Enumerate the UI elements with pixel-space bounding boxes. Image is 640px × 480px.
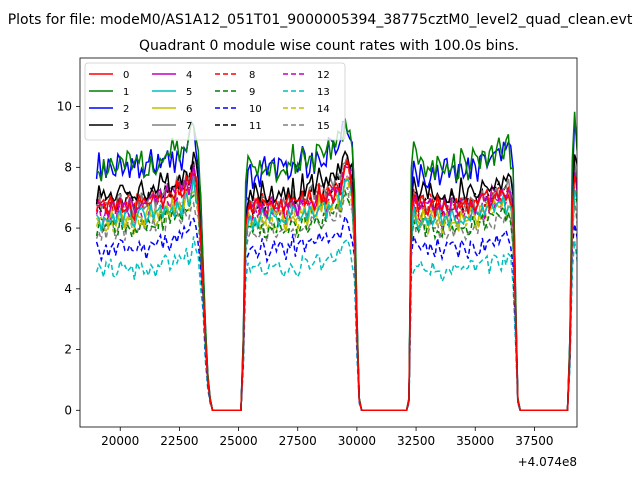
x-tick-label: 27500: [279, 434, 317, 448]
x-tick-label: 25000: [219, 434, 257, 448]
legend-label-0: 0: [123, 70, 129, 81]
chart-title: Quadrant 0 module wise count rates with …: [139, 38, 519, 54]
series-line-14: [95, 176, 577, 412]
x-axis: 20000 22500 25000 27500 30000 32500 35000 37500: [101, 427, 553, 448]
legend-frame: [84, 62, 346, 141]
legend-label-9: 9: [249, 87, 255, 98]
x-tick-label: 37500: [515, 434, 553, 448]
series-line-9: [95, 188, 577, 412]
chart-suptitle: Plots for file: modeM0/AS1A12_051T01_900…: [8, 12, 633, 28]
legend-label-8: 8: [249, 70, 255, 81]
x-tick-label: 20000: [101, 434, 139, 448]
y-tick-label: 6: [64, 221, 72, 235]
axes-frame: [79, 57, 578, 428]
x-tick-label: 30000: [338, 434, 376, 448]
x-tick-label: 32500: [397, 434, 435, 448]
legend-label-10: 10: [249, 104, 262, 115]
legend-label-12: 12: [317, 70, 330, 81]
y-tick-label: 4: [64, 282, 72, 296]
x-axis-offset-label: +4.074e8: [518, 455, 577, 469]
series-line-15: [95, 186, 577, 412]
x-tick-label: 35000: [456, 434, 494, 448]
legend-label-5: 5: [186, 87, 192, 98]
legend-label-13: 13: [317, 87, 330, 98]
legend-label-2: 2: [123, 104, 129, 115]
y-tick-label: 8: [64, 160, 72, 174]
legend-label-15: 15: [317, 121, 330, 132]
legend-label-1: 1: [123, 87, 129, 98]
y-tick-label: 10: [57, 100, 72, 114]
plot-area: [95, 111, 577, 412]
series-line-5: [95, 176, 577, 412]
x-tick-label: 22500: [160, 434, 198, 448]
legend-label-14: 14: [317, 104, 330, 115]
series-line-0: [96, 159, 577, 412]
legend-label-7: 7: [186, 121, 192, 132]
y-tick-label: 2: [64, 343, 72, 357]
series-line-13: [95, 236, 577, 412]
legend-label-4: 4: [186, 70, 192, 81]
y-tick-label: 0: [64, 403, 72, 417]
legend-label-11: 11: [249, 121, 262, 132]
legend-label-6: 6: [186, 104, 192, 115]
legend-label-3: 3: [123, 121, 129, 132]
series-line-10: [95, 213, 577, 412]
y-axis: 0 2 4 6 8 10: [57, 100, 80, 417]
